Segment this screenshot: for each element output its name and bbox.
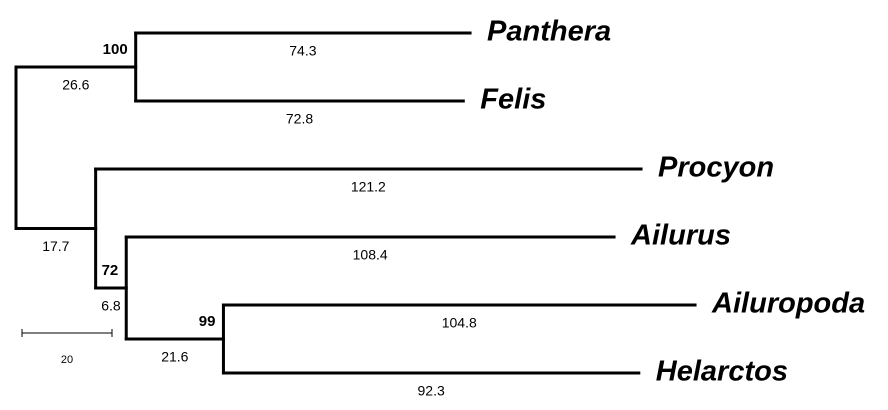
taxon-label: Procyon xyxy=(658,152,774,184)
taxon-label: Ailuropoda xyxy=(711,288,865,320)
branch-length: 6.8 xyxy=(101,298,121,314)
bootstrap-support: 72 xyxy=(102,262,119,279)
branch-length: 121.2 xyxy=(351,179,386,195)
scale-bar-label: 20 xyxy=(61,354,73,366)
branch-length: 21.6 xyxy=(161,349,188,365)
branch-length: 26.6 xyxy=(62,77,89,93)
branch-length: 17.7 xyxy=(42,238,69,254)
branch-length: 74.3 xyxy=(289,43,316,59)
bootstrap-support: 100 xyxy=(103,41,128,58)
taxon-label: Panthera xyxy=(487,16,611,48)
branch-length: 72.8 xyxy=(286,111,313,127)
taxon-label: Felis xyxy=(480,84,546,116)
taxon-label: Ailurus xyxy=(630,220,731,252)
bootstrap-support: 99 xyxy=(199,313,216,330)
branch-length: 108.4 xyxy=(353,247,388,263)
taxon-label: Helarctos xyxy=(656,356,788,388)
branch-length: 92.3 xyxy=(418,383,445,399)
branch-length: 104.8 xyxy=(442,315,477,331)
